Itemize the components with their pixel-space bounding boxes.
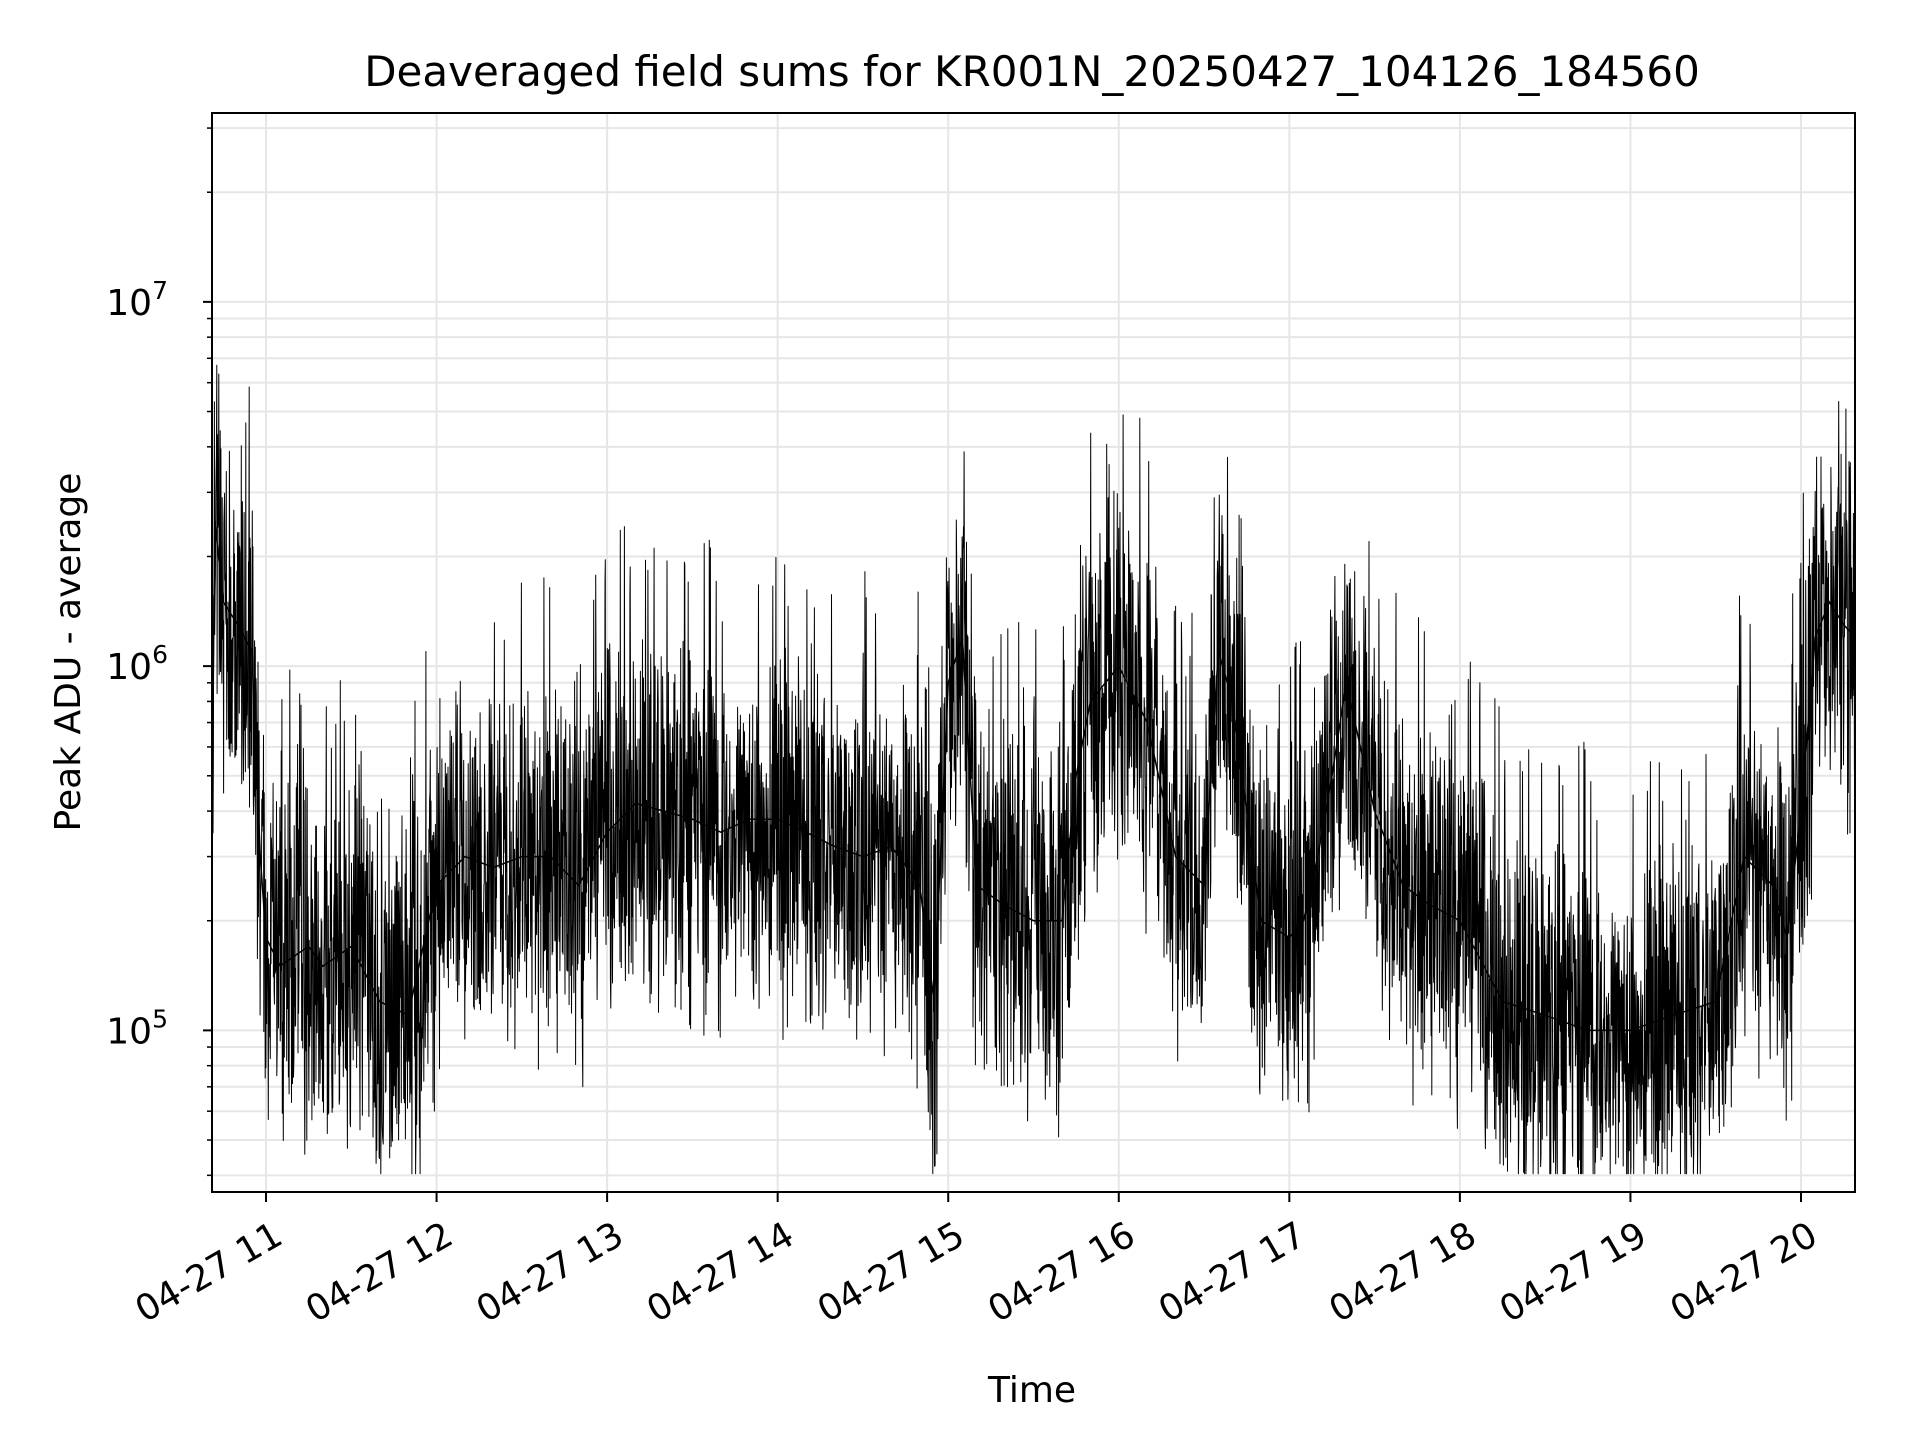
y-axis-ticks: 105 106 107 <box>106 127 212 1177</box>
series-trace <box>211 364 1856 1175</box>
x-axis-label: Time <box>987 1370 1076 1411</box>
y-tick-label: 107 <box>106 276 168 324</box>
y-tick-label: 106 <box>106 640 168 688</box>
series-layer <box>211 364 1856 1175</box>
chart-title: Deaveraged field sums for KR001N_2025042… <box>364 47 1700 96</box>
plot-frame <box>211 112 1856 1193</box>
y-axis-label: Peak ADU - average <box>48 473 89 832</box>
y-tick-label: 105 <box>106 1004 168 1052</box>
